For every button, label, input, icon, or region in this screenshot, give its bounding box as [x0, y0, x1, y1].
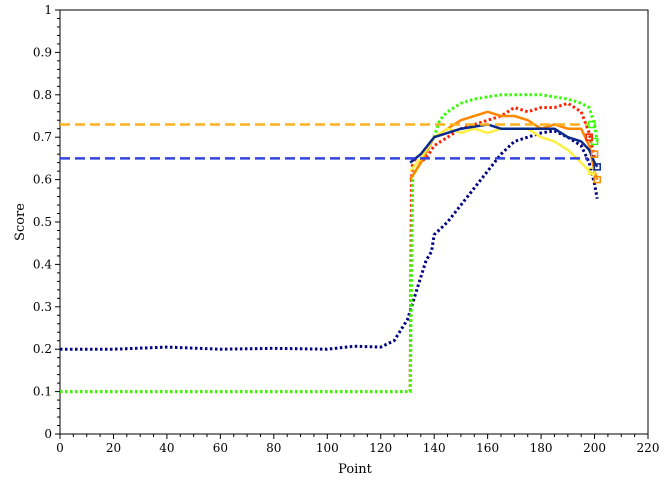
x-tick-label: 40: [159, 441, 174, 455]
data-point-marker: [590, 137, 599, 146]
x-tick-label: 0: [56, 441, 64, 455]
axes: 0 20 40 60 80 100 120 140 160 180 200 220 0 0.1 0.2 0.3…: [33, 3, 660, 455]
x-tick-label: 200: [583, 441, 606, 455]
data-point-marker: [588, 167, 596, 175]
data-point-marker: [590, 150, 599, 158]
y-tick-label: 1: [44, 3, 52, 17]
y-tick-label: 0: [44, 427, 52, 441]
x-tick-label: 120: [369, 441, 392, 455]
x-tick-label: 80: [266, 441, 281, 455]
data-point-marker: [588, 120, 596, 129]
x-tick-label: 140: [423, 441, 446, 455]
y-tick-label: 0.4: [33, 257, 52, 271]
data-point-marker: [585, 133, 593, 141]
x-tick-label: 160: [476, 441, 499, 455]
y-tick-label: 0.7: [33, 130, 52, 144]
y-axis-title: Score: [13, 203, 28, 241]
series-line-6: [409, 123, 599, 168]
x-tick-label: 100: [316, 441, 339, 455]
plot-frame: [59, 9, 649, 435]
x-tick-label: 20: [106, 441, 121, 455]
x-tick-label: 180: [530, 441, 553, 455]
x-tick-label: 60: [213, 441, 228, 455]
y-tick-label: 0.9: [33, 45, 52, 59]
y-tick-label: 0.6: [33, 173, 52, 187]
x-tick-label: 220: [637, 441, 660, 455]
data-point-marker: [593, 175, 601, 184]
plot-area: [59, 9, 649, 435]
y-tick-label: 0.1: [33, 385, 52, 399]
data-point-marker: [593, 163, 601, 171]
y-tick-label: 0.8: [33, 88, 52, 102]
y-tick-label: 0.3: [33, 300, 52, 314]
reference-lines: [60, 123, 588, 160]
series-line-3: [60, 93, 599, 394]
marker-layer: [585, 120, 601, 184]
x-axis-title: Point: [338, 462, 373, 477]
y-tick-label: 0.5: [33, 215, 52, 229]
y-tick-label: 0.2: [33, 342, 52, 356]
series-layer: [60, 93, 599, 394]
